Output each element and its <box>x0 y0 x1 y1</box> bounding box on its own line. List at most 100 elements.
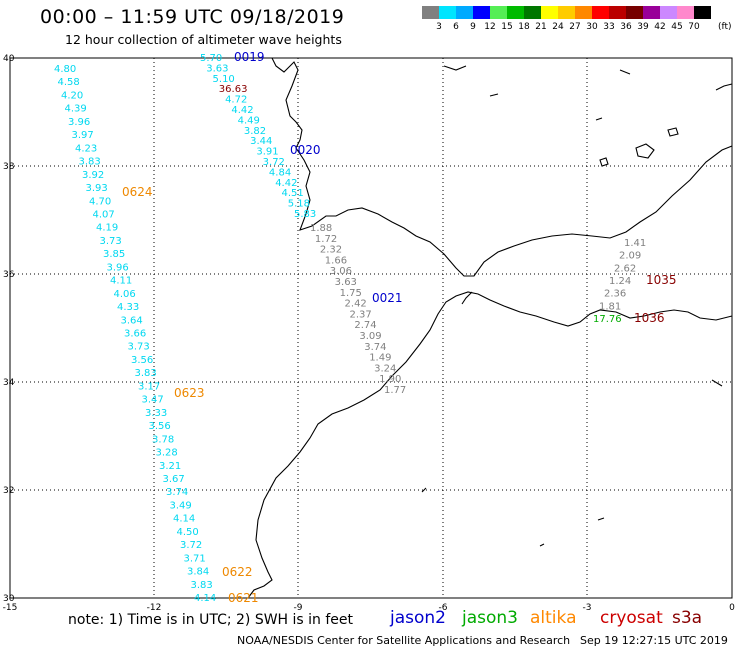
wave-height-label: 3.56 <box>149 421 171 432</box>
colorbar-label: 12 <box>484 22 496 32</box>
colorbar-label: 33 <box>603 22 615 32</box>
satellite-label-s3a: s3a <box>672 608 703 628</box>
colorbar-swatch <box>575 6 592 19</box>
coastline-ibiza <box>599 157 609 167</box>
wave-height-label: 4.84 <box>269 167 291 178</box>
pass-time-label: 0021 <box>372 291 403 305</box>
wave-height-label: 3.83 <box>191 580 213 591</box>
footer-credit: NOAA/NESDIS Center for Satellite Applica… <box>237 634 571 647</box>
wave-height-label: 4.14 <box>173 514 195 525</box>
wave-height-label: 3.83 <box>135 368 157 379</box>
wave-height-label: 4.50 <box>177 527 199 538</box>
colorbar-unit: (ft) <box>718 22 732 32</box>
colorbar-swatch <box>456 6 473 19</box>
colorbar-swatch <box>660 6 677 19</box>
wave-height-label: 4.70 <box>89 196 111 207</box>
wave-height-label: 3.73 <box>128 342 150 353</box>
colorbar-label: 9 <box>470 22 476 32</box>
wave-height-label: 3.63 <box>335 277 357 288</box>
wave-height-label: 3.91 <box>256 147 278 158</box>
wave-height-label: 4.51 <box>281 188 303 199</box>
colorbar-swatch <box>626 6 643 19</box>
colorbar-swatch <box>439 6 456 19</box>
wave-height-label: 3.24 <box>374 363 396 374</box>
wave-height-label: 4.42 <box>275 178 297 189</box>
longitude-tick-label: -9 <box>294 603 303 613</box>
wave-height-label: 3.21 <box>159 461 181 472</box>
wave-height-label: 3.97 <box>72 130 94 141</box>
wave-height-label: 4.39 <box>65 104 87 115</box>
wave-height-label: 1.90 <box>379 374 401 385</box>
wave-height-label: 1.49 <box>369 353 391 364</box>
wave-height-label: 3.85 <box>103 249 125 260</box>
colorbar-label: 45 <box>671 22 683 32</box>
pass-time-label: 0624 <box>122 185 153 199</box>
wave-height-label: 3.82 <box>244 126 266 137</box>
wave-height-label: 3.93 <box>86 183 108 194</box>
wave-height-label: 3.71 <box>184 553 206 564</box>
wave-height-label: 3.84 <box>187 567 209 578</box>
colorbar-swatch <box>592 6 609 19</box>
colorbar-swatch <box>473 6 490 19</box>
wave-height-label: 3.44 <box>250 136 272 147</box>
colorbar-label: 18 <box>518 22 530 32</box>
wave-height-label: 4.07 <box>93 209 115 220</box>
latitude-tick-label: 36 <box>3 270 15 280</box>
longitude-tick-label: 0 <box>729 603 735 613</box>
coastlines <box>247 57 733 599</box>
wave-height-label: 3.73 <box>100 236 122 247</box>
wave-height-label: 1.72 <box>315 234 337 245</box>
wave-height-label: 2.62 <box>614 263 636 274</box>
latitude-tick-label: 40 <box>3 54 15 64</box>
wave-height-label: 2.74 <box>354 320 376 331</box>
wave-height-label: 2.37 <box>349 309 371 320</box>
pass-time-label: 0621 <box>228 591 259 605</box>
latitude-tick-label: 34 <box>3 378 15 388</box>
satellite-label-jason3: jason3 <box>462 608 518 628</box>
colorbar-label: 42 <box>654 22 666 32</box>
wave-height-label: 3.66 <box>124 329 146 340</box>
map-title: 00:00 – 11:59 UTC 09/18/2019 <box>40 6 345 28</box>
colorbar-labels: 3 6 9 12 15 18 21 24 27 30 33 36 39 42 45 70 <box>422 22 740 34</box>
colorbar-swatch <box>643 6 660 19</box>
colorbar-label: 3 <box>436 22 442 32</box>
longitude-tick-label: -15 <box>3 603 18 613</box>
wave-height-label: 3.83 <box>79 157 101 168</box>
wave-height-label: 2.36 <box>604 289 626 300</box>
pass-time-label: 1035 <box>646 273 677 287</box>
colorbar-label: 36 <box>620 22 632 32</box>
wave-height-label: 1.24 <box>609 276 631 287</box>
longitude-tick-label: -6 <box>439 603 448 613</box>
pass-time-label: 0019 <box>234 50 265 64</box>
wave-height-label: 5.10 <box>213 74 235 85</box>
pass-time-label: 0020 <box>290 143 321 157</box>
wave-height-label: 3.56 <box>131 355 153 366</box>
colorbar-swatch <box>524 6 541 19</box>
wave-height-label: 3.67 <box>163 474 185 485</box>
wave-height-label: 1.66 <box>325 255 347 266</box>
colorbar <box>422 6 711 19</box>
wave-height-label: 5.18 <box>288 199 310 210</box>
coastline-menorca <box>667 127 679 137</box>
wave-height-label: 4.06 <box>114 289 136 300</box>
latitude-tick-label: 30 <box>3 594 15 604</box>
wave-height-label: 4.20 <box>61 90 83 101</box>
wave-height-label: 3.96 <box>68 117 90 128</box>
wave-height-label: 3.06 <box>330 266 352 277</box>
wave-height-label: 4.58 <box>58 77 80 88</box>
colorbar-label: 30 <box>586 22 598 32</box>
wave-height-label: 3.63 <box>206 63 228 74</box>
latitude-tick-label: 38 <box>3 162 15 172</box>
colorbar-swatch <box>490 6 507 19</box>
coastline-morocco-north <box>461 291 473 305</box>
wave-height-label: 1.81 <box>599 301 621 312</box>
map-gridlines <box>10 58 732 598</box>
map-subtitle: 12 hour collection of altimeter wave hei… <box>65 32 342 47</box>
colorbar-swatch <box>677 6 694 19</box>
colorbar-label: 39 <box>637 22 649 32</box>
wave-height-label: 4.23 <box>75 143 97 154</box>
wave-height-label: 1.88 <box>310 223 332 234</box>
pass-time-labels: 0019 0020 0021 0624 0623 0622 0621 1035 1036 <box>122 50 677 605</box>
colorbar-swatch <box>694 6 711 19</box>
wave-height-label: 3.96 <box>107 262 129 273</box>
